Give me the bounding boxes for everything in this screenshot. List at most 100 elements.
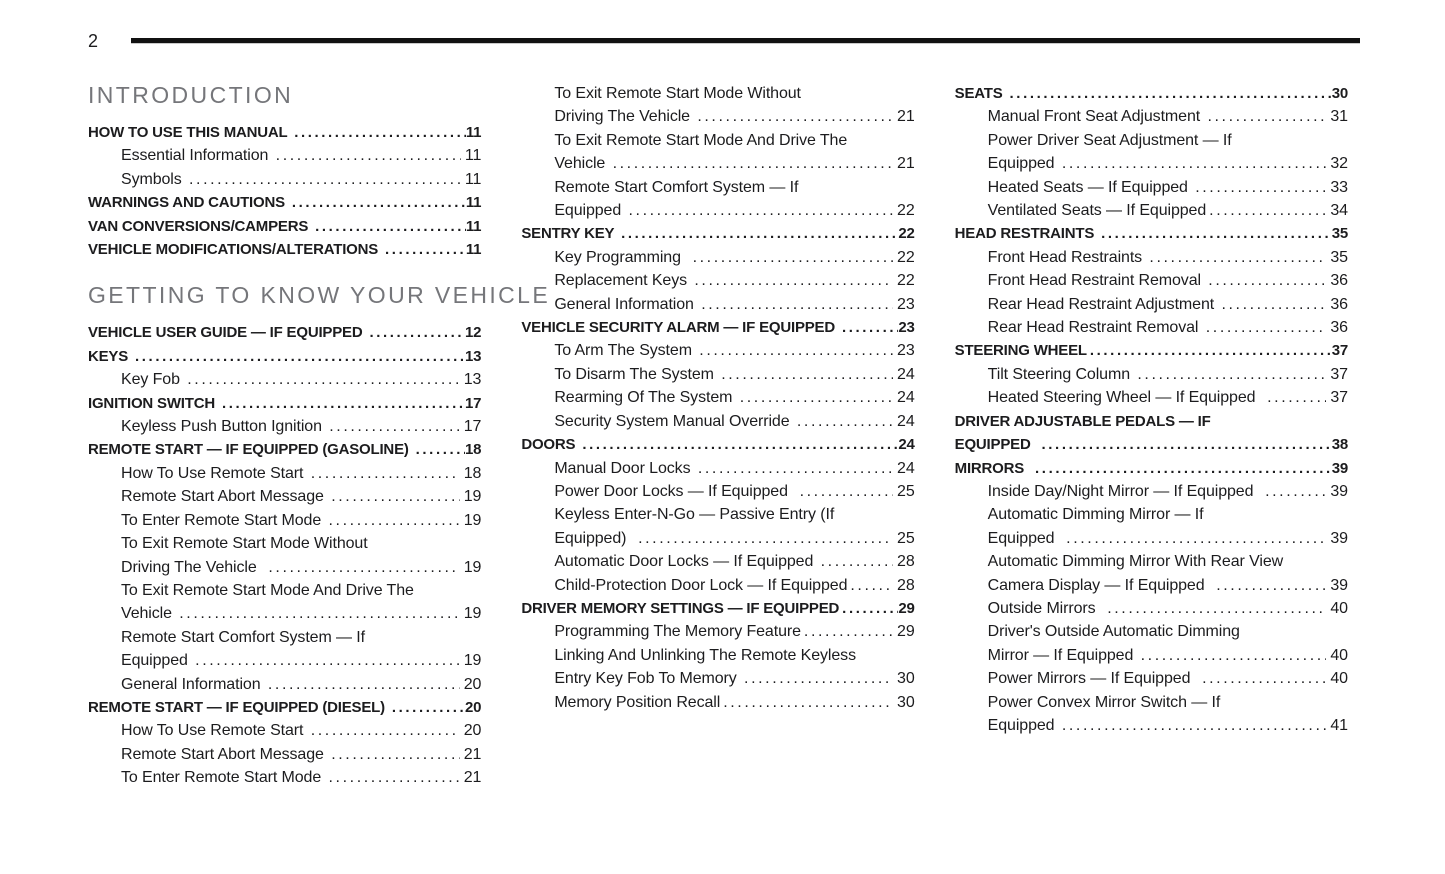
page-ref: 35: [1331, 225, 1349, 243]
page-ref: 12: [465, 324, 482, 342]
toc-entry: Power Convex Mirror Switch — If Equipped …: [955, 691, 1348, 738]
entry-last-line: Remote Start Abort Message 21: [121, 743, 481, 766]
dot-leader: [311, 462, 460, 485]
dot-leader: [1206, 316, 1327, 339]
dot-leader: [135, 345, 465, 368]
entry-label: Vehicle: [554, 155, 610, 173]
page-ref: 36: [1330, 319, 1348, 337]
dot-leader: [698, 457, 893, 480]
entry-last-line: SEATS 30: [954, 82, 1349, 105]
page-ref: 19: [463, 605, 482, 623]
dot-leader: [797, 410, 893, 433]
page-ref: 30: [1331, 85, 1349, 102]
toc-entry: Inside Day/Night Mirror — If Equipped 39: [955, 480, 1348, 503]
entry-label: To Enter Remote Start Mode: [121, 511, 326, 529]
toc-entry: Security System Manual Override 24: [521, 410, 914, 433]
dot-leader: [1010, 82, 1332, 105]
entry-label: Vehicle: [121, 605, 177, 623]
entry-label: Outside Mirrors: [987, 599, 1105, 617]
page-ref: 37: [1330, 389, 1348, 407]
entry-last-line: Security System Manual Override 24: [554, 410, 914, 433]
entry-label-line: Automatic Dimming Mirror With Rear View: [987, 553, 1284, 571]
toc-entry: HEAD RESTRAINTS 35: [955, 222, 1349, 245]
toc-entry: REMOTE START — IF EQUIPPED (DIESEL) 20: [88, 696, 482, 719]
dot-leader: [1216, 574, 1326, 597]
entry-last-line: Essential Information 11: [121, 144, 481, 167]
entry-last-line: Key Programming 22: [554, 246, 914, 269]
toc-entry: Rear Head Restraint Adjustment 36: [955, 293, 1348, 316]
dot-leader: [1062, 714, 1327, 737]
page-ref: 25: [897, 529, 915, 547]
entry-label-line: DRIVER ADJUSTABLE PEDALS — IF: [954, 412, 1211, 430]
entry-label: Rear Head Restraint Adjustment: [987, 295, 1219, 313]
entry-label: DRIVER MEMORY SETTINGS — IF EQUIPPED: [521, 599, 840, 617]
entry-label-line: To Exit Remote Start Mode And Drive The: [554, 131, 848, 149]
entry-last-line: Replacement Keys 22: [554, 269, 914, 292]
page-ref: 20: [463, 722, 482, 740]
dot-leader: [740, 386, 893, 409]
dot-leader: [744, 667, 893, 690]
entry-label: SENTRY KEY: [521, 225, 619, 243]
toc-entry: Heated Seats — If Equipped 33: [955, 176, 1348, 199]
entry-label: DOORS: [521, 436, 580, 454]
dot-leader: [721, 363, 893, 386]
entry-label: VAN CONVERSIONS/CAMPERS: [88, 217, 313, 235]
toc-entry: SEATS 30: [954, 82, 1349, 105]
toc-entry: Front Head Restraints 35: [955, 246, 1348, 269]
page-ref: 18: [465, 441, 482, 459]
entry-label: REMOTE START — IF EQUIPPED (DIESEL): [88, 698, 389, 716]
toc-entry: Front Head Restraint Removal 36: [955, 269, 1348, 292]
entry-label: Remote Start Abort Message: [121, 488, 329, 506]
dot-leader: [1221, 293, 1326, 316]
entry-last-line: General Information 20: [121, 673, 481, 696]
dot-leader: [222, 392, 465, 415]
dot-leader: [1141, 644, 1327, 667]
dot-leader: [369, 321, 465, 344]
toc-entry: Key Programming 22: [521, 246, 914, 269]
dot-leader: [329, 509, 460, 532]
toc-entry: Driver's Outside Automatic Dimming Mirror…: [955, 620, 1348, 667]
entry-last-line: Child-Protection Door Lock — If Equipped…: [554, 574, 914, 597]
entry-label: Manual Front Seat Adjustment: [987, 108, 1205, 126]
dot-leader: [1149, 246, 1326, 269]
entry-last-line: DOORS 24: [521, 433, 915, 456]
entry-last-line: IGNITION SWITCH 17: [88, 392, 482, 415]
page-ref: 13: [465, 347, 482, 365]
dot-leader: [1202, 667, 1326, 690]
entry-last-line: Automatic Door Locks — If Equipped 28: [554, 550, 914, 573]
entry-label: SEATS: [954, 85, 1007, 102]
page-ref: 23: [897, 342, 915, 360]
dot-leader: [800, 480, 893, 503]
entry-label: Equipped): [554, 529, 636, 547]
entry-label: Equipped: [987, 716, 1059, 734]
page-ref: 21: [463, 769, 482, 787]
page-ref: 24: [897, 389, 915, 407]
entry-label: Key Fob: [121, 371, 185, 389]
entry-last-line: Equipped 22: [554, 199, 914, 222]
page-ref: 37: [1330, 365, 1348, 383]
entry-label: Front Head Restraint Removal: [987, 272, 1206, 290]
page-ref: 34: [1330, 202, 1348, 220]
dot-leader: [187, 368, 459, 391]
toc-entry: HOW TO USE THIS MANUAL 11: [88, 121, 482, 144]
page-ref: 36: [1330, 272, 1348, 290]
dot-leader: [416, 438, 465, 461]
page-ref: 19: [463, 488, 482, 506]
toc-entry: Rear Head Restraint Removal 36: [955, 316, 1348, 339]
dot-leader: [385, 238, 466, 261]
entry-last-line: Front Head Restraint Removal 36: [988, 269, 1348, 292]
toc-entry: Keyless Enter-N-Go — Passive Entry (If Eq…: [521, 503, 914, 550]
dot-leader: [638, 527, 893, 550]
toc-entry: Programming The Memory Feature 29: [521, 620, 914, 643]
entry-label: Equipped: [987, 155, 1059, 173]
dot-leader: [699, 339, 893, 362]
entry-last-line: Power Mirrors — If Equipped 40: [988, 667, 1348, 690]
toc-entry: To Enter Remote Start Mode 19: [88, 509, 481, 532]
entry-last-line: Outside Mirrors 40: [988, 597, 1348, 620]
entry-last-line: STEERING WHEEL 37: [955, 339, 1349, 362]
entry-label: Camera Display — If Equipped: [987, 576, 1214, 594]
page-ref: 24: [898, 436, 915, 454]
